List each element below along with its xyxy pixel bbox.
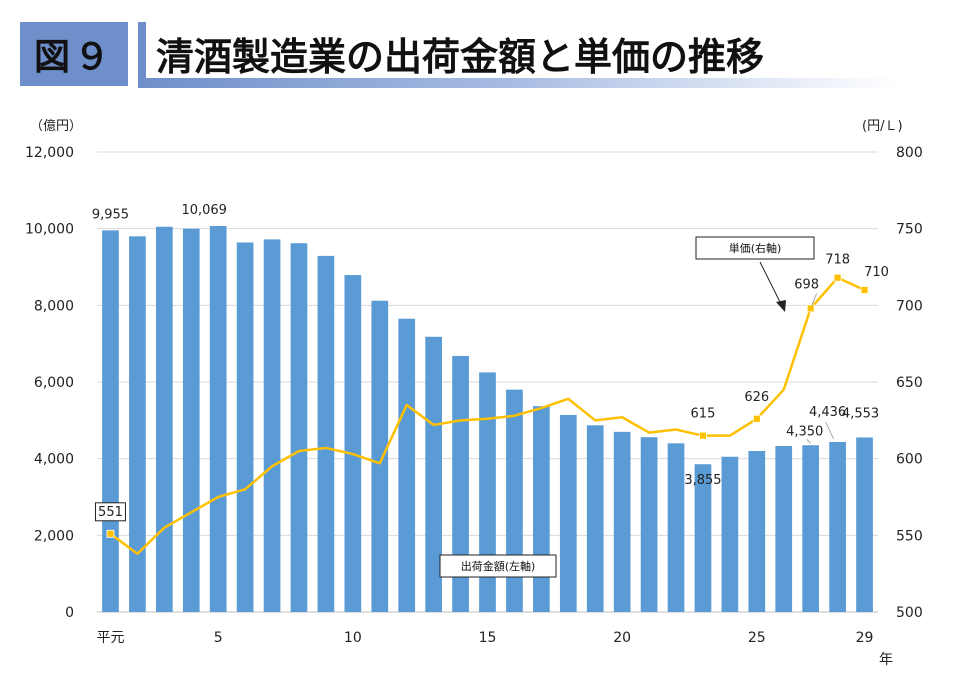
bar: [613, 431, 631, 612]
bar: [290, 243, 308, 612]
line-data-label: 551: [98, 505, 123, 520]
right-tick-label: 800: [896, 145, 923, 161]
callouts: 単価(右軸) 出荷金額(左軸): [439, 236, 815, 578]
left-tick-label: 4,000: [34, 452, 74, 468]
x-axis-suffix: 年: [879, 652, 893, 668]
bar: [236, 242, 254, 612]
line-marker: [106, 529, 115, 538]
right-tick-label: 750: [896, 222, 923, 238]
bar: [317, 255, 335, 612]
axes: 0 500 2,000 550 4,000 600 6,000 650 8,000 700 10,0…: [25, 118, 923, 668]
figure-header: 図９ 清酒製造業の出荷金額と単価の推移: [0, 0, 969, 100]
bar: [102, 230, 119, 612]
x-tick-label: 5: [214, 630, 223, 646]
title-accent-bar: [138, 22, 146, 86]
line-callout-box: [695, 236, 815, 260]
left-tick-label: 8,000: [34, 298, 74, 314]
line-series: [106, 273, 869, 555]
bar: [667, 443, 685, 612]
line-marker: [833, 273, 842, 282]
line-marker: [806, 304, 815, 313]
bar: [506, 389, 523, 612]
line-callout-label: 単価(右軸): [729, 241, 782, 255]
line-marker: [860, 286, 869, 294]
line-data-label: 615: [691, 407, 716, 422]
bar: [182, 228, 200, 612]
left-axis-unit: （億円）: [30, 118, 82, 134]
bar-data-label: 10,069: [181, 203, 227, 218]
line-data-label: 698: [794, 277, 819, 292]
bar-callout-label: 出荷金額(左軸): [461, 559, 536, 573]
bar: [559, 414, 577, 612]
bar: [533, 406, 550, 612]
bar: [775, 446, 793, 612]
callout-arrow-line: [759, 261, 783, 307]
bar: [694, 464, 712, 612]
bar: [209, 226, 227, 612]
left-tick-label: 0: [65, 605, 74, 621]
bar: [398, 318, 416, 612]
left-tick-label: 10,000: [25, 222, 74, 238]
right-tick-label: 700: [896, 298, 923, 314]
bar: [856, 437, 873, 612]
bar: [371, 300, 389, 612]
bar-data-label: 4,553: [842, 406, 879, 421]
bar: [344, 275, 362, 612]
right-tick-label: 550: [896, 528, 923, 544]
x-tick-label: 平元: [96, 630, 124, 646]
x-tick-label: 15: [479, 630, 497, 646]
left-tick-label: 12,000: [25, 145, 74, 161]
right-tick-label: 600: [896, 452, 923, 468]
bar: [129, 236, 146, 613]
x-tick-label: 20: [613, 630, 631, 646]
line-data-label: 710: [864, 265, 889, 280]
leader-line: [811, 293, 818, 306]
x-tick-label: 10: [344, 630, 362, 646]
bar: [748, 451, 766, 612]
bar: [479, 372, 496, 612]
title-underline: [138, 78, 898, 88]
bar-data-label: 4,350: [786, 424, 823, 439]
line-marker: [752, 414, 761, 423]
callout-arrowhead: [776, 300, 786, 312]
right-tick-label: 650: [896, 375, 923, 391]
bar: [640, 437, 658, 612]
right-tick-label: 500: [896, 605, 923, 621]
bar: [829, 441, 846, 612]
bar: [802, 445, 820, 612]
left-tick-label: 6,000: [34, 375, 74, 391]
line-data-label: 718: [825, 253, 850, 268]
right-axis-unit: (円/Ｌ): [862, 119, 903, 134]
bar-data-label: 4,436: [809, 405, 846, 420]
left-tick-label: 2,000: [34, 528, 74, 544]
bar: [586, 425, 604, 612]
leader-line: [806, 438, 812, 444]
bar-data-label: 3,855: [684, 473, 721, 488]
chart-title: 清酒製造業の出荷金額と単価の推移: [156, 35, 765, 79]
bar: [263, 239, 281, 612]
price-line: [109, 276, 866, 555]
bar: [425, 336, 442, 612]
line-data-label: 626: [744, 390, 769, 405]
label-box: [94, 502, 126, 522]
x-tick-label: 29: [856, 630, 874, 646]
figure-number-badge: 図９: [20, 22, 128, 86]
line-marker: [699, 431, 707, 440]
x-tick-label: 25: [748, 630, 766, 646]
bar: [721, 456, 739, 612]
bar-data-label: 9,955: [92, 207, 129, 222]
bar: [155, 226, 173, 612]
bar-callout-box: [439, 554, 557, 578]
leader-line: [825, 421, 835, 440]
